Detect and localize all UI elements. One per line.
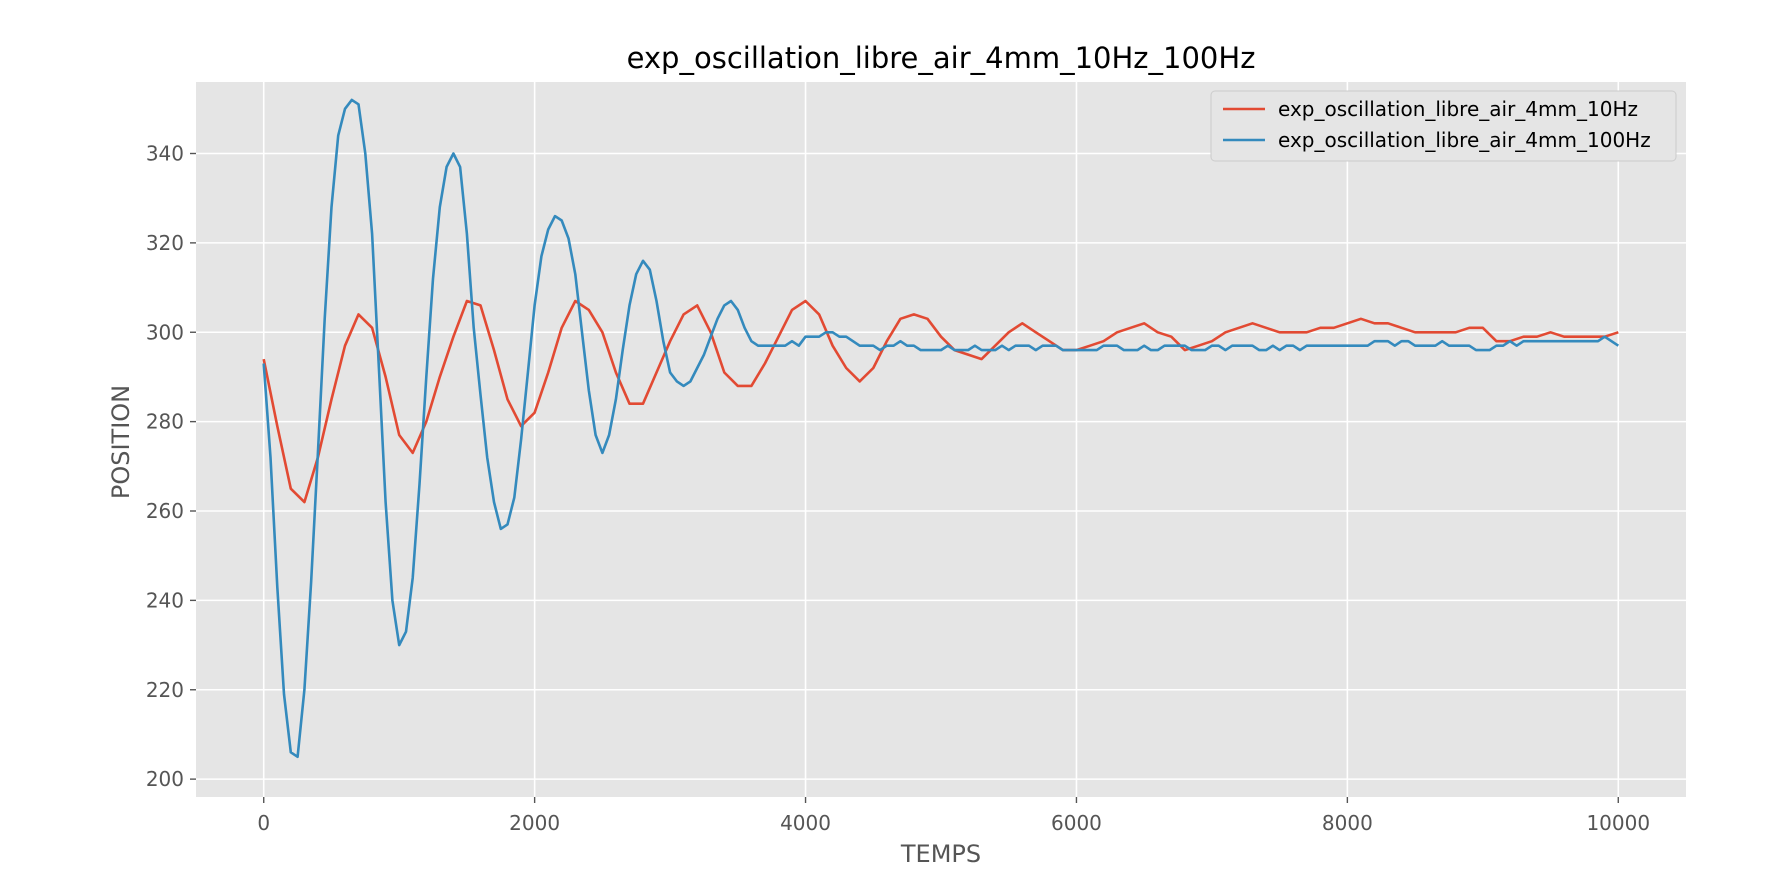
ticks: 0 2000 4000 6000 8000 10000 200 220 240 260 280 300… [146, 142, 1650, 836]
x-axis-label: TEMPS [900, 840, 981, 868]
x-tick-label: 2000 [509, 811, 560, 835]
series-line-100hz [262, 98, 1620, 759]
x-tick-label: 0 [257, 811, 270, 835]
y-axis-label: POSITION [107, 385, 135, 499]
legend-box [1210, 90, 1677, 162]
y-tick-label: 300 [146, 320, 184, 344]
series-line-10hz [262, 299, 1619, 504]
chart-title: exp_oscillation_libre_air_4mm_10Hz_100Hz [627, 41, 1256, 75]
y-tick-label: 200 [146, 767, 184, 791]
y-tick-label: 240 [146, 588, 184, 612]
y-tick-label: 340 [146, 142, 184, 166]
x-tick-label: 10000 [1586, 811, 1650, 835]
x-tick-label: 8000 [1322, 811, 1373, 835]
y-tick-label: 220 [146, 678, 184, 702]
x-tick-label: 4000 [780, 811, 831, 835]
legend: exp_oscillation_libre_air_4mm_10Hz exp_o… [1210, 90, 1677, 162]
legend-label-100hz: exp_oscillation_libre_air_4mm_100Hz [1278, 128, 1651, 152]
legend-label-10hz: exp_oscillation_libre_air_4mm_10Hz [1278, 97, 1638, 121]
series-group [262, 98, 1620, 759]
y-tick-label: 320 [146, 231, 184, 255]
plot-area [196, 82, 1686, 797]
x-tick-label: 6000 [1051, 811, 1102, 835]
y-tick-label: 260 [146, 499, 184, 523]
grid [196, 82, 1686, 797]
y-tick-label: 280 [146, 410, 184, 434]
